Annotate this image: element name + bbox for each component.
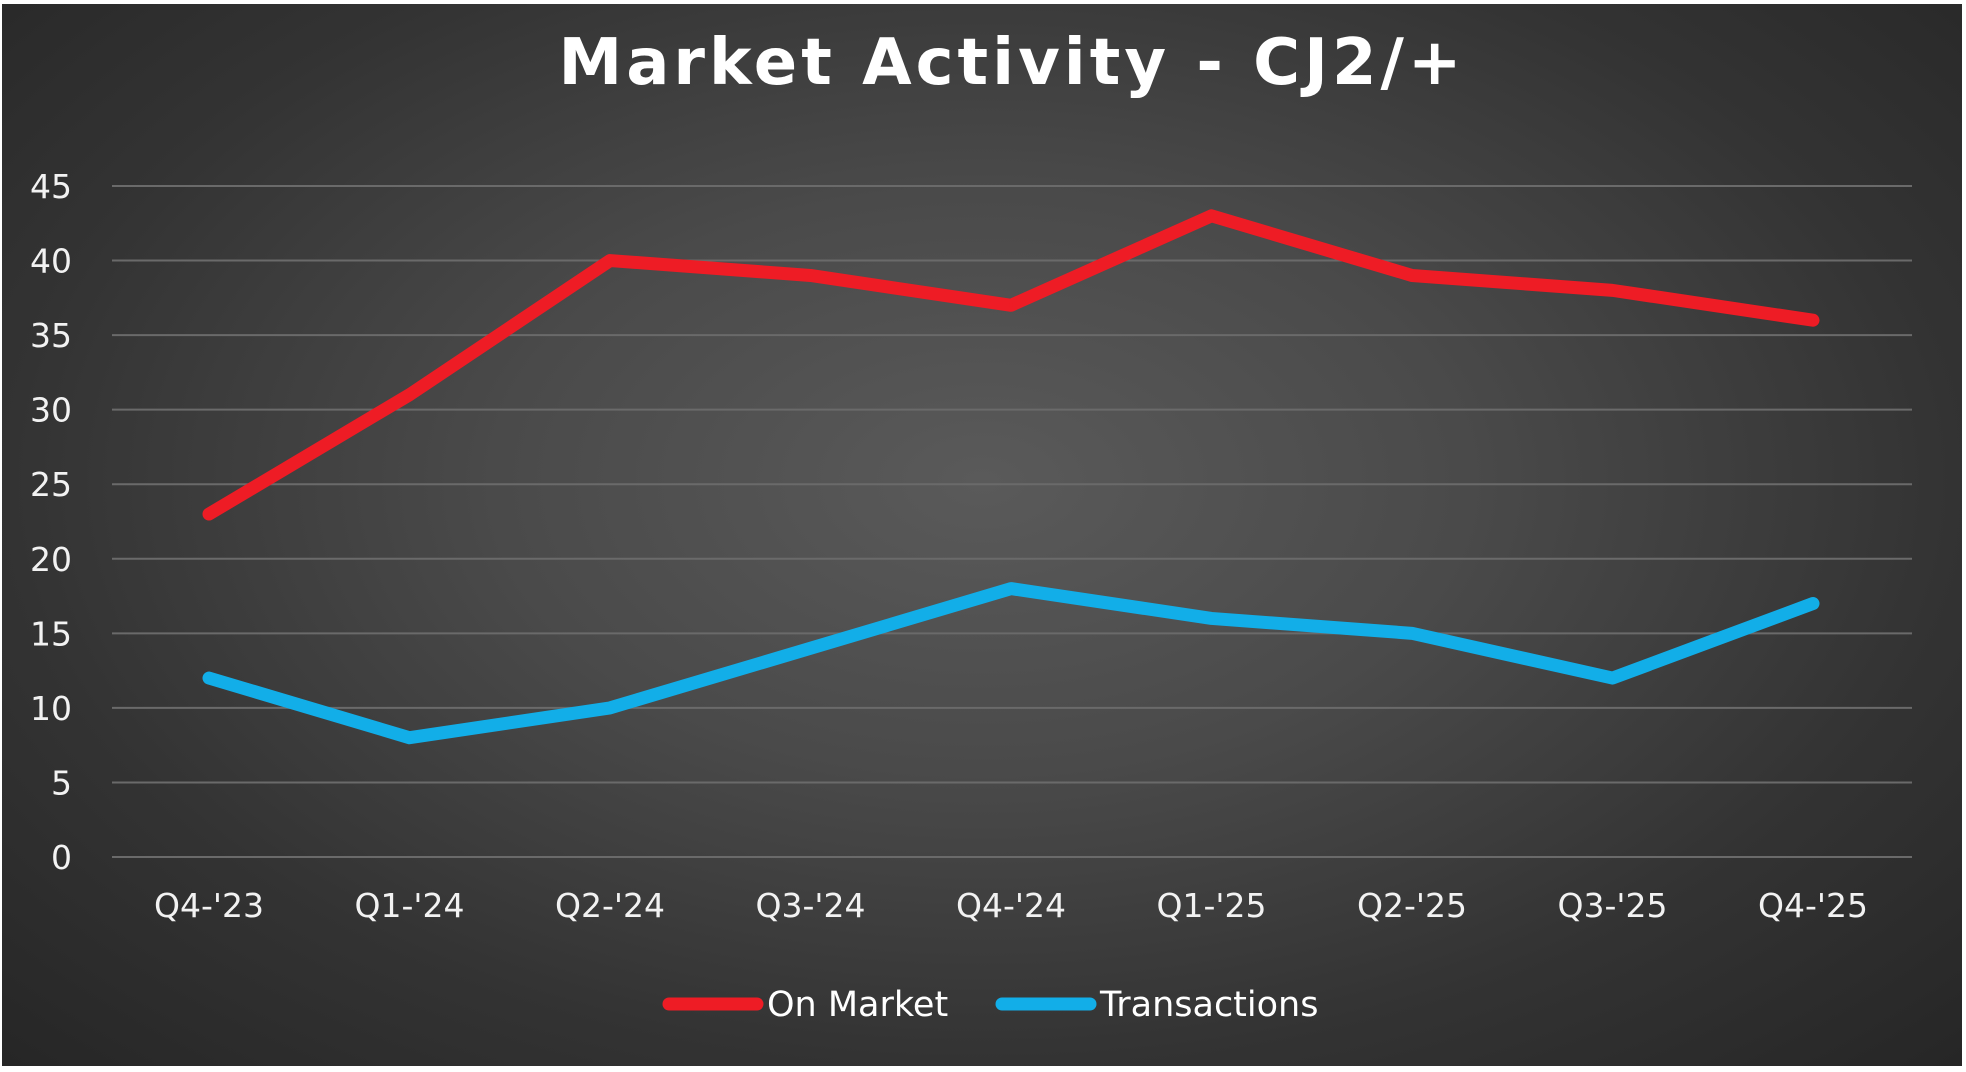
data-point <box>1410 273 1414 278</box>
data-point <box>1610 676 1615 681</box>
legend-label: On Market <box>767 985 948 1025</box>
x-tick-label: Q4-'24 <box>956 886 1066 925</box>
data-point <box>608 705 612 710</box>
legend: On Market Transactions <box>662 985 1318 1025</box>
x-axis-ticks: Q4-'23 Q1-'24 Q2-'24 Q3-'24 Q4-'24 Q1-'25 Q2-'… <box>154 886 1868 925</box>
x-tick-label: Q4-'23 <box>154 886 264 925</box>
chart-title: Market Activity - CJ2/+ <box>559 26 1466 100</box>
data-point <box>1610 288 1615 293</box>
x-tick-label: Q1-'25 <box>1157 886 1267 925</box>
data-point <box>1811 601 1815 606</box>
data-point <box>1410 631 1414 636</box>
data-point <box>808 273 813 278</box>
data-point <box>207 512 211 517</box>
gridlines <box>112 185 1912 858</box>
y-tick-label: 0 <box>51 838 72 877</box>
legend-item: Transactions <box>995 985 1318 1025</box>
data-point <box>407 735 412 740</box>
data-point <box>207 676 211 681</box>
legend-label: Transactions <box>1099 985 1318 1025</box>
x-tick-label: Q2-'24 <box>555 886 665 925</box>
y-tick-label: 35 <box>30 316 72 355</box>
data-point <box>407 392 412 397</box>
data-point <box>1209 616 1214 621</box>
chart-panel: Market Activity - CJ2/+ 0 5 10 15 20 25 30 35 40… <box>2 4 1962 1066</box>
y-tick-label: 25 <box>30 465 72 504</box>
x-tick-label: Q3-'24 <box>756 886 866 925</box>
data-point <box>1009 586 1013 591</box>
y-axis-ticks: 0 5 10 15 20 25 30 35 40 45 <box>30 167 72 877</box>
y-tick-label: 15 <box>30 614 72 653</box>
x-tick-label: Q4-'25 <box>1758 886 1868 925</box>
y-tick-label: 40 <box>30 242 72 281</box>
data-point <box>1811 318 1815 323</box>
legend-item: On Market <box>662 985 948 1025</box>
line-chart: Market Activity - CJ2/+ 0 5 10 15 20 25 30 35 40… <box>30 26 1912 1025</box>
data-point <box>1209 213 1214 218</box>
x-tick-label: Q3-'25 <box>1558 886 1668 925</box>
y-tick-label: 10 <box>30 689 72 728</box>
y-tick-label: 30 <box>30 391 72 430</box>
data-point <box>608 258 612 263</box>
x-tick-label: Q2-'25 <box>1357 886 1467 925</box>
y-tick-label: 20 <box>30 540 72 579</box>
x-tick-label: Q1-'24 <box>355 886 465 925</box>
data-point <box>1009 303 1013 308</box>
series-lines <box>202 209 1820 745</box>
y-tick-label: 5 <box>51 763 72 802</box>
y-tick-label: 45 <box>30 167 72 206</box>
series-line-transactions <box>202 582 1820 745</box>
data-point <box>808 646 813 651</box>
